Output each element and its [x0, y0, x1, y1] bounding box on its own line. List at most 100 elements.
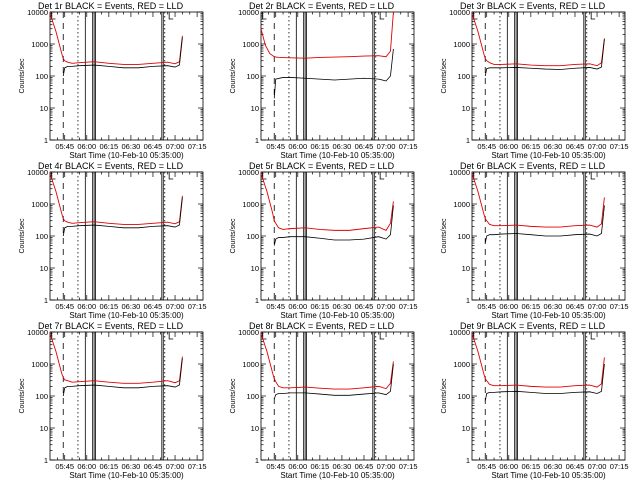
y-tick-label: 1: [255, 136, 259, 145]
x-tick-label: 06:45: [566, 302, 585, 311]
x-axis-label: Start Time (10-Feb-10 05:35:00): [280, 151, 395, 160]
x-tick-label: 06:30: [122, 462, 141, 471]
series-lld: [260, 11, 394, 59]
y-axis-label: Counts/sec: [230, 218, 237, 254]
panel-7: Det 7r BLACK = Events, RED = LLD 1 10 100 10…: [19, 321, 207, 480]
y-tick-label: 10000: [238, 328, 259, 337]
y-tick-label: 10000: [27, 8, 48, 17]
x-tick-label: 06:15: [310, 302, 329, 311]
y-tick-label: 1000: [31, 360, 48, 369]
x-tick-label: 07:00: [377, 142, 396, 151]
series-events: [273, 363, 394, 400]
marker-bracket: [51, 12, 56, 20]
plot-frame: [260, 171, 415, 301]
y-tick-label: 1: [44, 456, 48, 465]
x-tick-label: 06:15: [99, 302, 118, 311]
plot-frame: [49, 171, 204, 301]
x-tick-label: 07:15: [399, 142, 418, 151]
x-tick-label: 06:00: [499, 302, 518, 311]
y-tick-label: 10: [251, 424, 259, 433]
y-axis-label: Counts/sec: [19, 218, 26, 254]
panel-9: Det 9r BLACK = Events, RED = LLD 1 10 100 10…: [441, 321, 629, 480]
series-events: [62, 197, 183, 237]
panel-2: Det 2r BLACK = Events, RED = LLD 1 10 100 10…: [230, 1, 418, 160]
x-tick-label: 06:30: [544, 142, 563, 151]
x-tick-label: 07:15: [188, 142, 207, 151]
x-axis-label: Start Time (10-Feb-10 05:35:00): [491, 311, 606, 320]
x-tick-label: 06:30: [333, 462, 352, 471]
x-tick-label: 06:00: [288, 302, 307, 311]
x-tick-label: 06:15: [310, 142, 329, 151]
plot-frame: [49, 11, 204, 141]
x-tick-label: 06:00: [77, 302, 96, 311]
y-tick-label: 100: [246, 392, 259, 401]
y-axis-label: Counts/sec: [441, 218, 448, 254]
y-tick-label: 10000: [449, 168, 470, 177]
panel-title: Det 8r BLACK = Events, RED = LLD: [249, 321, 395, 331]
marker-bracket: [51, 332, 56, 340]
y-tick-label: 1000: [31, 200, 48, 209]
panel-4: Det 4r BLACK = Events, RED = LLD 1 10 100 10…: [19, 161, 207, 320]
x-tick-label: 05:45: [477, 462, 496, 471]
y-tick-label: 1: [255, 456, 259, 465]
x-tick-label: 05:45: [477, 302, 496, 311]
x-tick-label: 07:15: [610, 302, 629, 311]
panel-title: Det 6r BLACK = Events, RED = LLD: [460, 161, 606, 171]
series-lld: [260, 333, 394, 390]
y-tick-label: 100: [35, 392, 48, 401]
x-tick-label: 06:15: [521, 302, 540, 311]
x-tick-label: 06:30: [333, 302, 352, 311]
y-tick-label: 1000: [453, 200, 470, 209]
x-tick-label: 06:45: [355, 302, 374, 311]
x-tick-label: 07:15: [188, 462, 207, 471]
x-tick-label: 05:45: [55, 302, 74, 311]
x-tick-label: 06:30: [333, 142, 352, 151]
panel-8: Det 8r BLACK = Events, RED = LLD 1 10 100 10…: [230, 321, 418, 480]
x-tick-label: 06:00: [499, 462, 518, 471]
y-axis-label: Counts/sec: [230, 378, 237, 414]
x-axis-label: Start Time (10-Feb-10 05:35:00): [69, 471, 184, 480]
x-tick-label: 06:45: [566, 142, 585, 151]
y-tick-label: 1000: [242, 200, 259, 209]
y-tick-label: 1000: [242, 360, 259, 369]
marker-bracket: [473, 332, 478, 340]
series-lld: [471, 333, 605, 388]
x-tick-label: 05:45: [477, 142, 496, 151]
y-tick-label: 1000: [31, 40, 48, 49]
plot-frame: [471, 331, 626, 461]
x-tick-label: 06:45: [355, 142, 374, 151]
marker-bracket: [473, 172, 478, 180]
y-axis-label: Counts/sec: [441, 58, 448, 94]
y-tick-label: 10: [462, 424, 470, 433]
x-axis-label: Start Time (10-Feb-10 05:35:00): [280, 311, 395, 320]
x-axis-label: Start Time (10-Feb-10 05:35:00): [491, 471, 606, 480]
x-tick-label: 07:00: [377, 302, 396, 311]
panel-6: Det 6r BLACK = Events, RED = LLD 1 10 100 10…: [441, 161, 629, 320]
marker-bracket: [379, 332, 385, 340]
marker-bracket: [51, 172, 56, 180]
x-tick-label: 07:00: [588, 302, 607, 311]
y-tick-label: 1: [466, 296, 470, 305]
y-tick-label: 10: [251, 104, 259, 113]
x-tick-label: 05:45: [55, 462, 74, 471]
x-tick-label: 05:45: [266, 462, 285, 471]
plot-frame: [260, 11, 415, 141]
y-tick-label: 10000: [449, 8, 470, 17]
x-axis-label: Start Time (10-Feb-10 05:35:00): [69, 151, 184, 160]
series-events: [62, 358, 183, 397]
panel-3: Det 3r BLACK = Events, RED = LLD 1 10 100 10…: [441, 1, 629, 160]
x-tick-label: 07:00: [377, 462, 396, 471]
x-tick-label: 06:15: [521, 142, 540, 151]
x-axis-label: Start Time (10-Feb-10 05:35:00): [491, 151, 606, 160]
series-events: [484, 39, 605, 77]
x-tick-label: 06:15: [99, 142, 118, 151]
x-tick-label: 07:15: [399, 302, 418, 311]
panel-title: Det 1r BLACK = Events, RED = LLD: [38, 1, 184, 11]
y-tick-label: 100: [246, 72, 259, 81]
x-tick-label: 06:30: [544, 302, 563, 311]
y-tick-label: 10000: [27, 328, 48, 337]
series-lld: [471, 173, 605, 228]
x-tick-label: 07:15: [610, 142, 629, 151]
series-lld: [49, 13, 183, 65]
